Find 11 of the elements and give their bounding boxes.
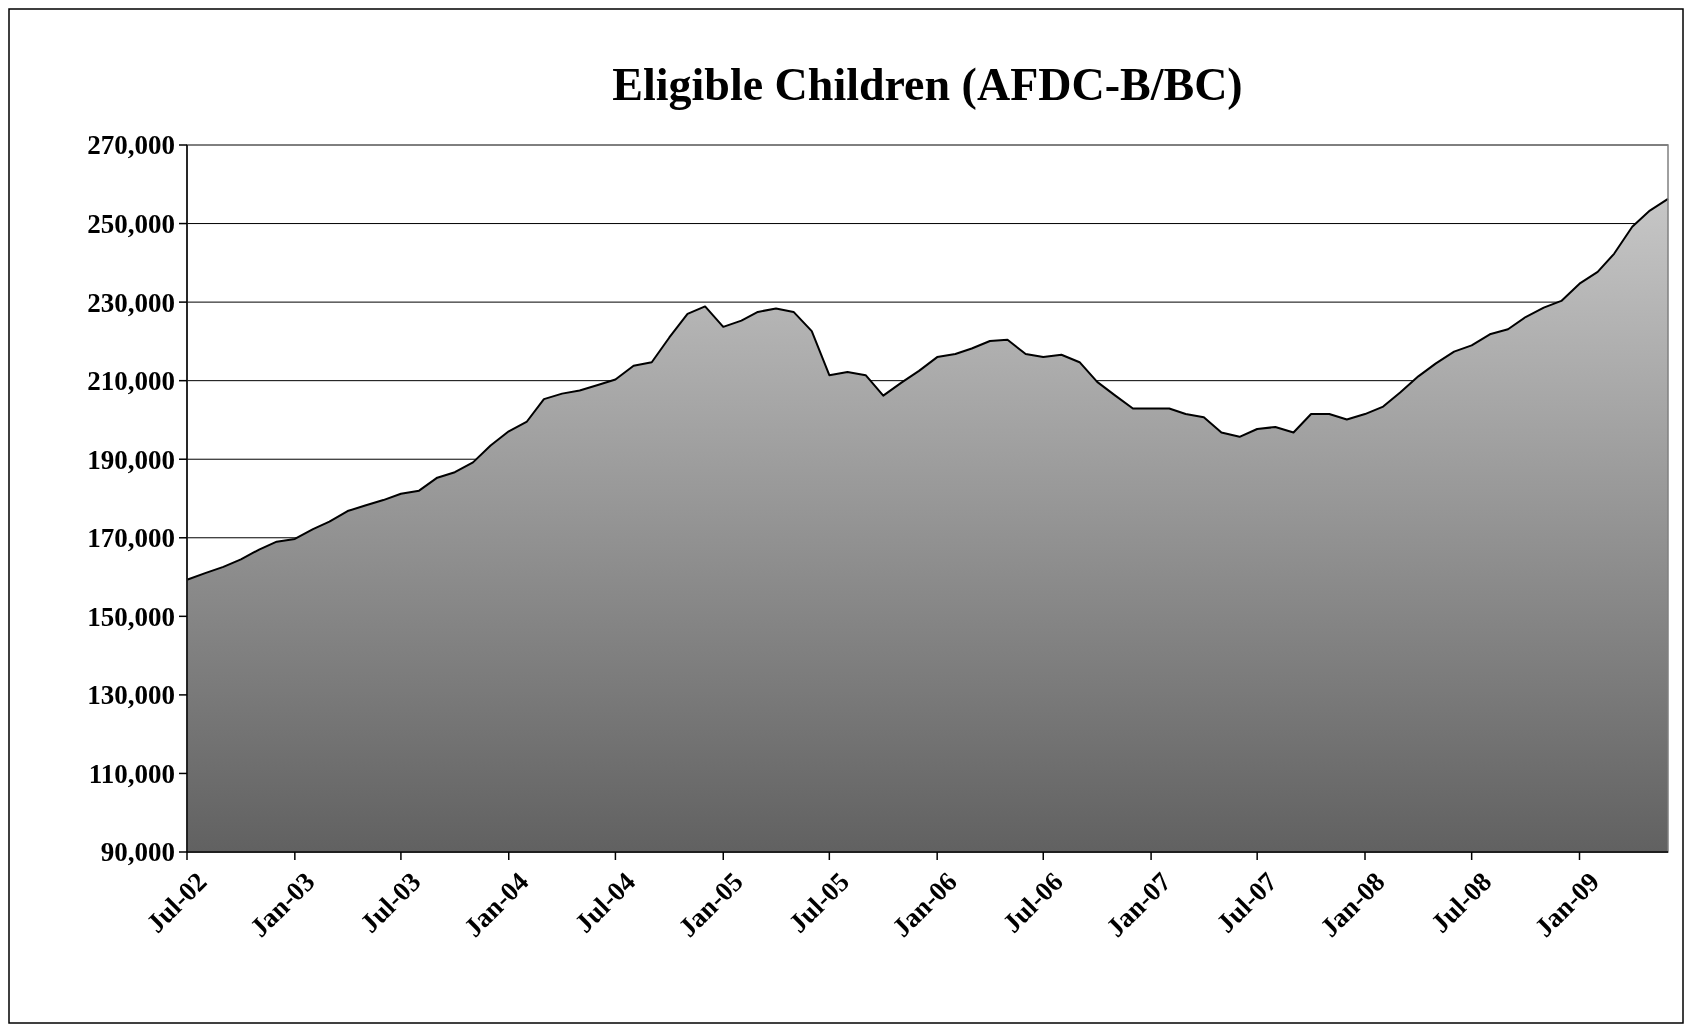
y-tick-label: 270,000 <box>87 130 175 161</box>
y-tick-label: 210,000 <box>87 366 175 397</box>
y-tick-label: 130,000 <box>87 680 175 711</box>
y-tick-label: 230,000 <box>87 287 175 318</box>
y-tick-label: 90,000 <box>100 837 175 868</box>
y-tick-label: 250,000 <box>87 209 175 240</box>
y-tick-label: 170,000 <box>87 523 175 554</box>
y-tick-label: 190,000 <box>87 444 175 475</box>
chart-title: Eligible Children (AFDC-B/BC) <box>612 59 1243 110</box>
y-tick-label: 150,000 <box>87 601 175 632</box>
y-tick-label: 110,000 <box>88 758 175 789</box>
